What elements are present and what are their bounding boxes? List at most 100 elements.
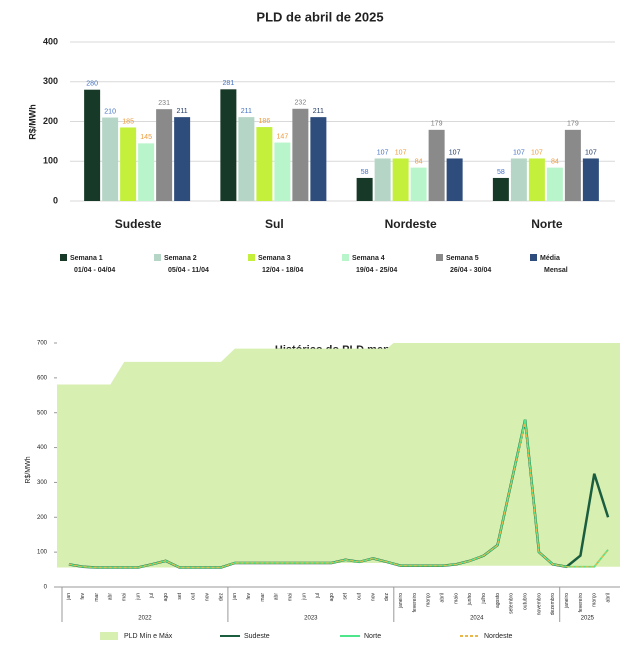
x-tick-label: fevereiro	[412, 593, 418, 613]
legend-label: Sudeste	[244, 633, 270, 640]
bar	[546, 167, 563, 201]
legend-label: 12/04 - 18/04	[262, 267, 303, 274]
x-tick-label: outubro	[522, 593, 528, 610]
data-label: 211	[241, 108, 252, 115]
data-label: 107	[513, 149, 525, 156]
legend-label: PLD Mín e Máx	[124, 633, 173, 640]
data-label: 179	[567, 121, 579, 128]
bar	[156, 109, 173, 201]
bar	[174, 117, 191, 201]
data-label: 211	[177, 108, 188, 115]
y-tick-label: 500	[37, 410, 48, 416]
x-tick-label: abr	[274, 593, 280, 601]
x-tick-label: Sul	[265, 217, 284, 231]
y-tick-label: 700	[37, 341, 48, 347]
data-label: 147	[277, 133, 289, 140]
x-tick-label: março	[426, 593, 432, 607]
data-label: 107	[531, 149, 543, 156]
x-tick-label: dez	[384, 593, 390, 602]
x-group-label: 2025	[581, 616, 595, 622]
data-label: 107	[449, 149, 461, 156]
x-tick-label: fevereiro	[578, 593, 584, 613]
x-tick-label: jul	[315, 593, 321, 599]
x-tick-label: junho	[467, 593, 473, 606]
bar	[138, 143, 155, 201]
x-tick-label: jul	[149, 593, 155, 599]
y-axis-label: R$/MWh	[25, 456, 32, 483]
legend-label: 26/04 - 30/04	[450, 267, 491, 274]
x-tick-label: novembro	[536, 593, 542, 615]
plot	[57, 343, 620, 569]
data-label: 186	[259, 118, 271, 125]
x-tick-label: jun	[301, 593, 307, 601]
y-tick-label: 100	[37, 550, 48, 556]
data-label: 58	[497, 169, 505, 176]
bar	[582, 158, 599, 201]
bar	[356, 177, 373, 201]
x-tick-label: mar	[94, 593, 100, 602]
x-tick-label: nov	[370, 593, 376, 602]
bar	[84, 89, 101, 201]
x-tick-label: out	[357, 592, 363, 600]
x-tick-label: janeiro	[564, 593, 570, 609]
data-label: 58	[361, 169, 369, 176]
y-tick-label: 400	[43, 36, 58, 46]
legend-label: Média	[540, 255, 560, 262]
y-tick-label: 100	[43, 156, 58, 166]
bar	[392, 158, 409, 201]
x-tick-label: fev	[246, 593, 252, 600]
x-tick-label: abr	[108, 593, 114, 601]
data-label: 211	[313, 108, 324, 115]
legend-label: Semana 4	[352, 255, 385, 262]
y-tick-label: 200	[37, 515, 48, 521]
x-tick-label: janeiro	[398, 593, 404, 609]
bar	[120, 127, 137, 201]
x-group-label: 2024	[470, 616, 484, 622]
data-label: 107	[395, 149, 407, 156]
data-label: 107	[377, 149, 389, 156]
x-tick-label: agosto	[495, 593, 501, 608]
bar	[410, 167, 427, 201]
legend-swatch	[154, 254, 161, 261]
data-label: 107	[585, 149, 597, 156]
x-tick-label: julho	[481, 593, 487, 605]
bar	[102, 117, 119, 201]
bar	[510, 158, 527, 201]
chart-title: PLD de abril de 2025	[256, 9, 383, 24]
bar	[256, 127, 273, 201]
x-tick-label: março	[592, 593, 598, 607]
x-group-label: 2023	[304, 616, 318, 622]
bar	[528, 158, 545, 201]
legend-label: Mensal	[544, 267, 568, 274]
bar	[292, 108, 309, 201]
x-tick-label: set	[177, 592, 183, 599]
legend-label: 05/04 - 11/04	[168, 267, 209, 274]
bar	[238, 117, 255, 201]
x-tick-label: jan	[232, 593, 238, 601]
data-label: 145	[140, 134, 152, 141]
data-label: 84	[551, 158, 559, 165]
x-tick-label: maio	[453, 593, 459, 604]
bar	[492, 177, 509, 201]
x-tick-label: abril	[605, 593, 611, 602]
x-tick-label: mai	[122, 593, 128, 601]
series-line	[68, 423, 609, 569]
data-label: 231	[158, 100, 170, 107]
y-tick-label: 300	[37, 480, 48, 486]
x-tick-label: jan	[66, 593, 72, 601]
data-label: 280	[86, 81, 98, 88]
y-axis-label: R$/MWh	[27, 104, 37, 140]
legend-swatch	[100, 632, 118, 640]
y-tick-label: 300	[43, 76, 58, 86]
x-tick-label: setembro	[509, 593, 515, 614]
x-tick-label: fev	[80, 593, 86, 600]
legend-label: 01/04 - 04/04	[74, 267, 115, 274]
x-tick-label: Norte	[531, 217, 563, 231]
x-tick-label: out	[191, 592, 197, 600]
x-tick-label: nov	[204, 593, 210, 602]
range-band	[57, 343, 620, 568]
x-tick-label: mai	[287, 593, 293, 601]
bar	[446, 158, 463, 201]
legend-swatch	[436, 254, 443, 261]
